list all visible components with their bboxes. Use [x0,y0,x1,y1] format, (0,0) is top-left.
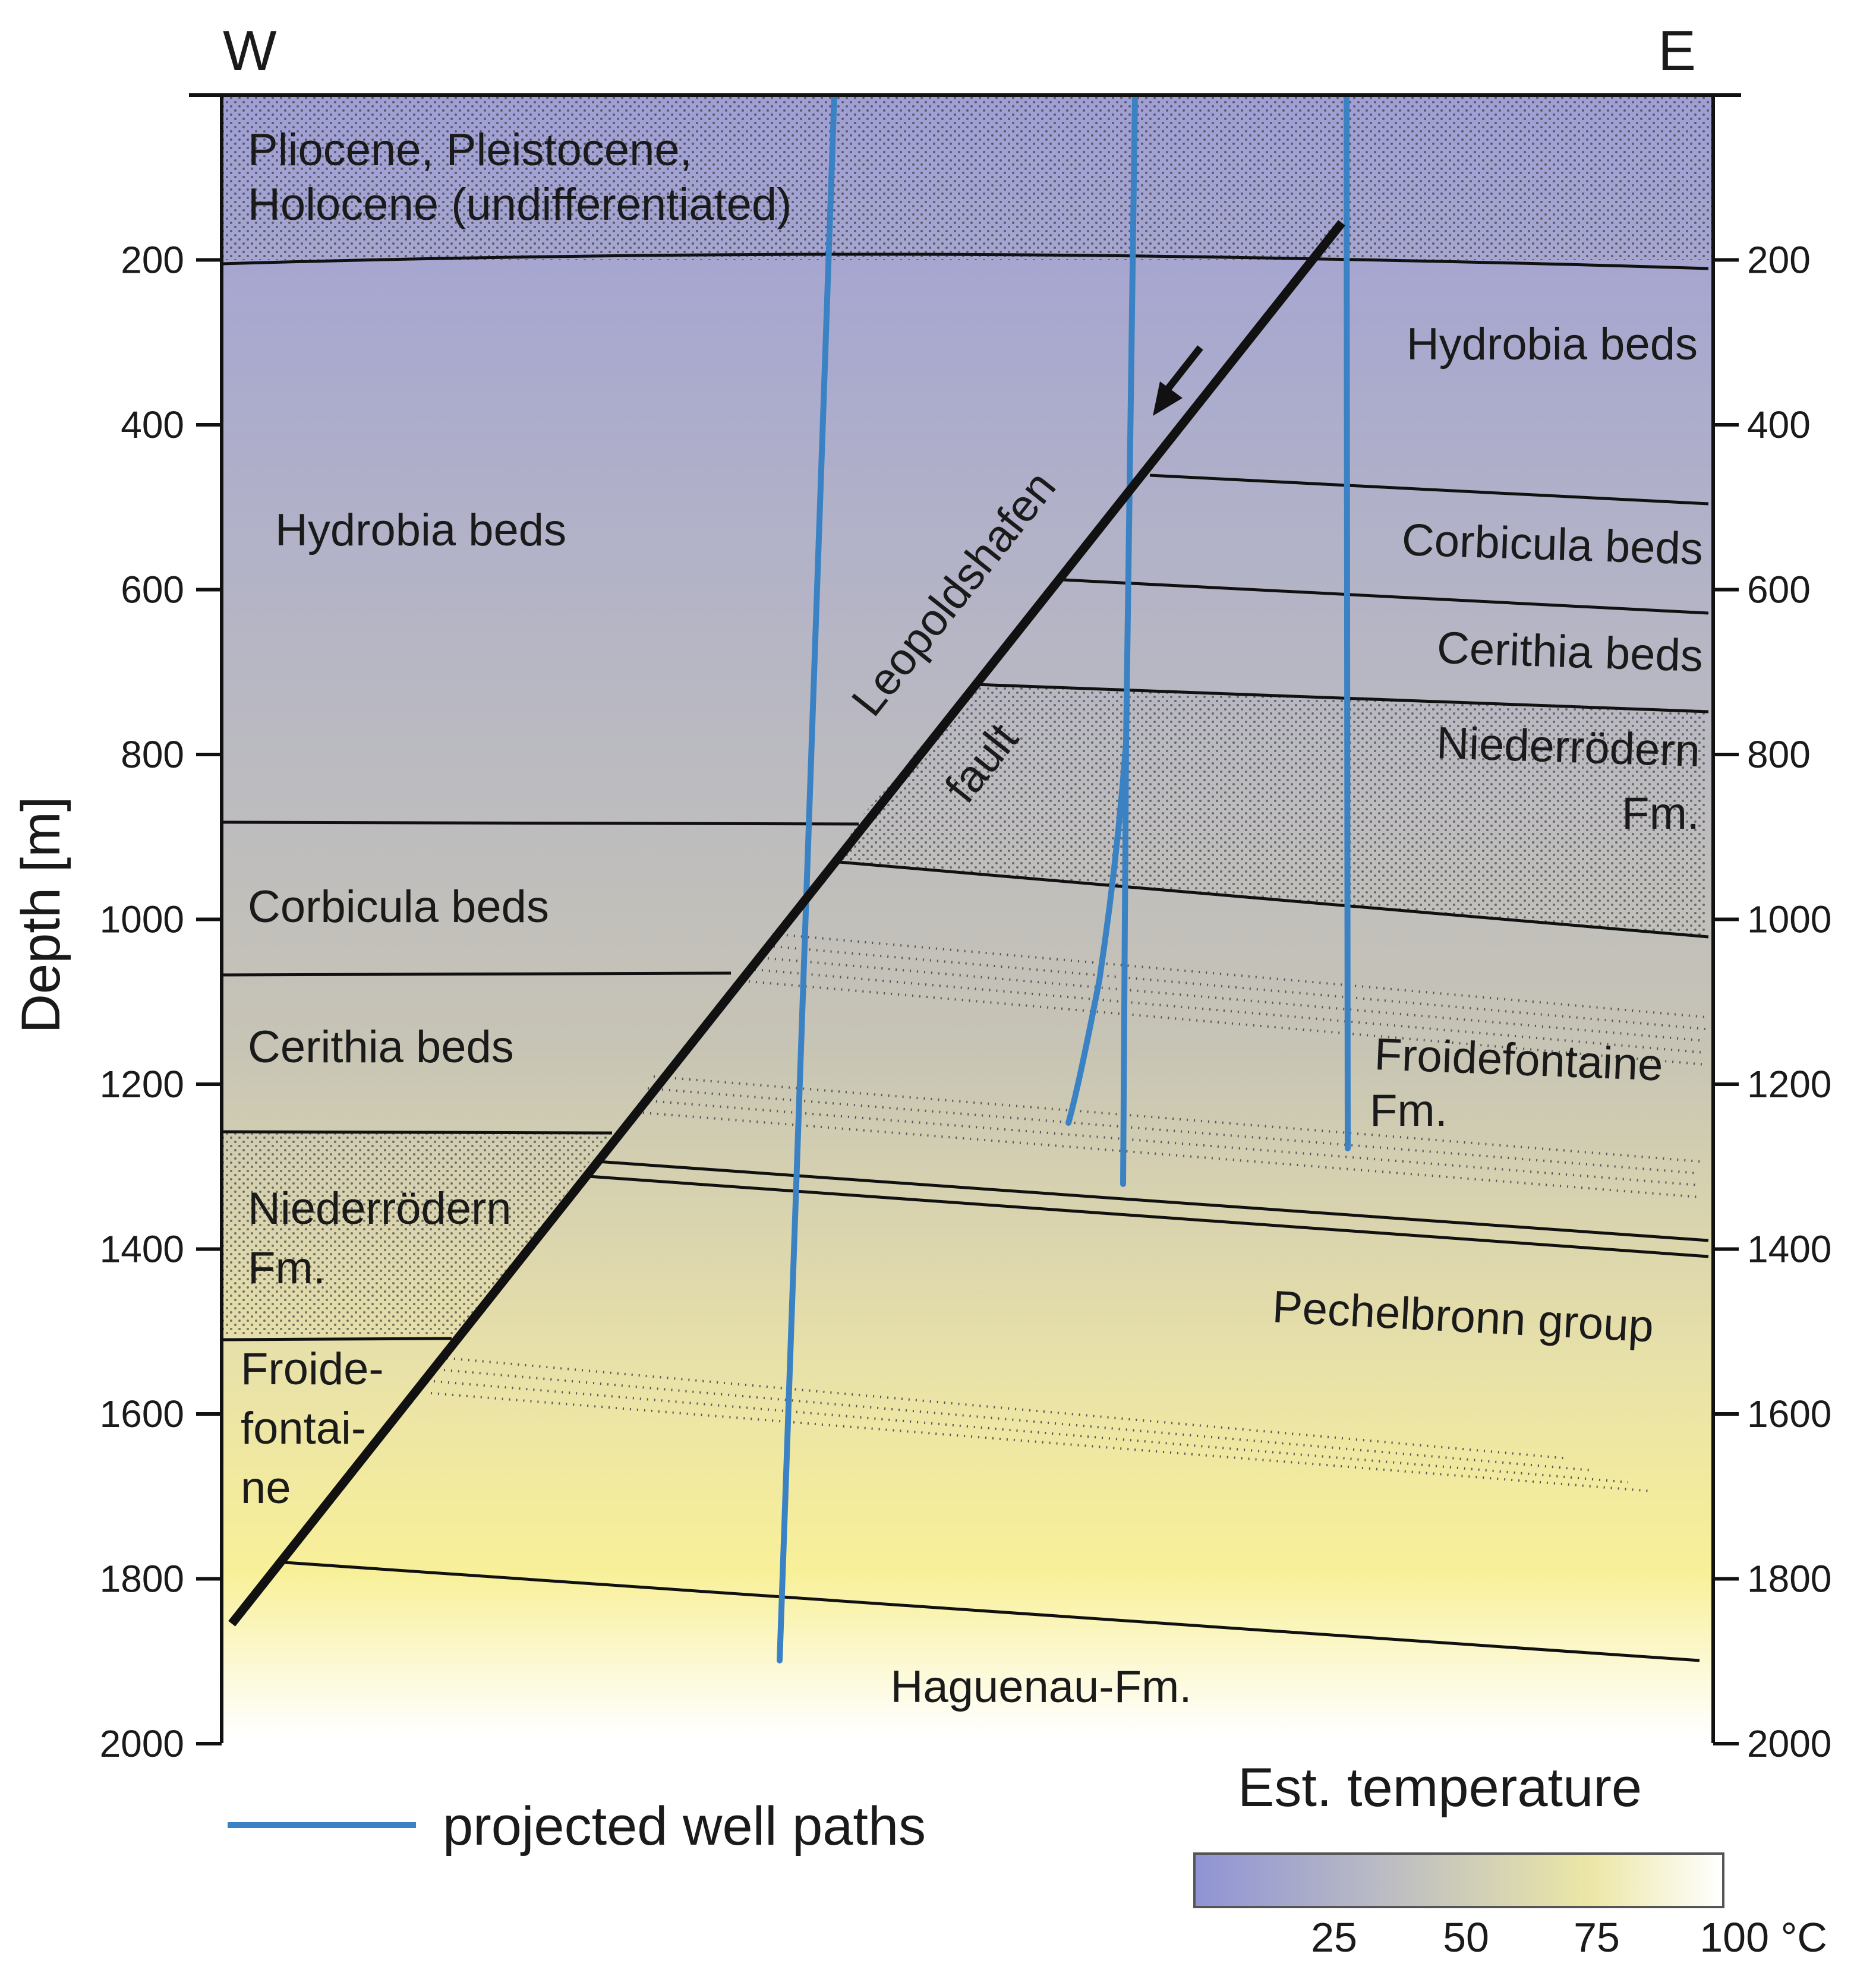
depth-tick-label-left: 1800 [100,1558,184,1601]
depth-tick-label-right: 800 [1747,733,1811,776]
unit-label-quaternary-1: Pliocene, Pleistocene, [248,125,692,175]
depth-tick-label-right: 2000 [1747,1722,1831,1765]
fault-slip-arrow [1153,345,1203,416]
unit-label-hydrobia-east: Hydrobia beds [1407,319,1698,370]
unit-label-niederrodern-west-1: Niederrödern [248,1183,512,1234]
well-path-3 [1120,740,1129,1187]
colorbar-tick-75: 75 [1574,1914,1620,1961]
depth-tick-label-right: 1600 [1747,1393,1831,1435]
colorbar-tick-100: 100 °C [1700,1914,1827,1961]
unit-label-niederrodern-east-1: Niederrödern [1436,718,1701,776]
unit-label-froidefontaine-east-2: Fm. [1370,1085,1448,1136]
depth-tick-label-left: 800 [121,733,184,776]
unit-label-haguenau: Haguenau-Fm. [891,1662,1192,1712]
unit-label-froidefontaine-west-2: fontai- [241,1403,366,1454]
legend-well-path-label: projected well paths [443,1796,926,1857]
leopoldshafen-fault [228,220,1345,1627]
unit-label-niederrodern-west-2: Fm. [248,1243,326,1293]
unit-label-cerithia-east: Cerithia beds [1436,623,1704,681]
well-path-1 [777,95,837,1663]
horizons-east [285,255,1709,1662]
west-label: W [223,19,277,83]
unit-label-froidefontaine-east-1: Froidefontaine [1373,1029,1664,1091]
well-paths [777,95,1351,1663]
colorbar-title: Est. temperature [1238,1757,1642,1818]
unit-label-quaternary-2: Holocene (undifferentiated) [248,179,792,230]
quaternary-dotted-fill [222,95,1713,260]
depth-axis-label: Depth [m] [11,797,71,1034]
niederrodern-east-dotted-fill [838,683,1705,937]
sand-streaks [430,933,1706,1492]
east-label: E [1658,19,1696,83]
unit-label-corbicula-east: Corbicula beds [1401,514,1704,574]
well-path-4 [1344,95,1351,1151]
depth-tick-label-right: 1400 [1747,1228,1831,1271]
depth-tick-label-left: 1000 [100,898,184,941]
unit-label-froidefontaine-west-1: Froide- [241,1344,384,1394]
depth-tick-label-right: 1200 [1747,1063,1831,1106]
depth-tick-label-left: 1600 [100,1393,184,1435]
depth-tick-label-left: 2000 [100,1722,184,1765]
unit-label-corbicula-west: Corbicula beds [248,882,549,932]
depth-tick-label-right: 400 [1747,403,1811,446]
unit-label-cerithia-west: Cerithia beds [248,1022,514,1072]
unit-label-niederrodern-east-2: Fm. [1622,788,1700,839]
depth-tick-label-left: 1200 [100,1063,184,1106]
depth-tick-label-right: 1800 [1747,1558,1831,1601]
temperature-colorbar [1193,1852,1724,1908]
depth-ticks-right: 200 400 600 800 1000 1200 1400 1600 1800 2000 [1713,239,1831,1765]
colorbar-tick-50: 50 [1443,1914,1489,1961]
well-path-2 [1065,95,1138,1126]
depth-tick-label-left: 200 [121,239,184,282]
unit-label-hydrobia-west: Hydrobia beds [275,505,566,555]
niederrodern-west-dotted-fill [222,1133,611,1334]
depth-tick-label-right: 600 [1747,569,1811,611]
colorbar-tick-25: 25 [1311,1914,1357,1961]
horizons-west [222,252,1189,1341]
depth-tick-label-left: 1400 [100,1228,184,1271]
depth-ticks-left: 200 400 600 800 1000 1200 1400 1600 1800 2000 [100,239,222,1765]
depth-tick-label-left: 400 [121,403,184,446]
unit-label-froidefontaine-west-3: ne [241,1463,291,1513]
depth-tick-label-right: 1000 [1747,898,1831,941]
depth-tick-label-right: 200 [1747,239,1811,282]
depth-tick-label-left: 600 [121,569,184,611]
